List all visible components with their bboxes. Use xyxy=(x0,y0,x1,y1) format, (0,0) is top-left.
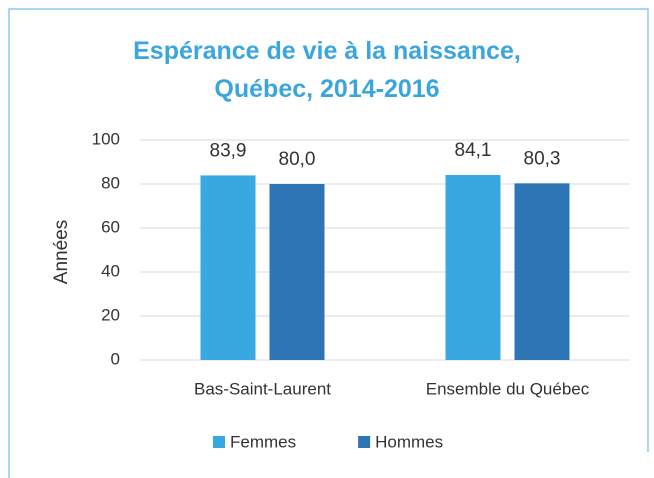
bar xyxy=(269,184,325,360)
legend-label: Hommes xyxy=(375,432,443,451)
frame xyxy=(8,8,649,478)
y-tick-label: 20 xyxy=(101,305,120,324)
x-tick-label: Bas-Saint-Laurent xyxy=(194,379,331,398)
data-label: 80,0 xyxy=(279,149,316,170)
legend-label: Femmes xyxy=(230,432,296,451)
y-tick-label: 100 xyxy=(92,129,120,148)
y-tick-label: 0 xyxy=(111,349,120,368)
bar xyxy=(200,175,256,360)
y-axis-label: Années xyxy=(51,220,72,284)
y-tick-label: 80 xyxy=(101,173,120,192)
bar xyxy=(445,174,501,360)
y-tick-label: 40 xyxy=(101,261,120,280)
legend-swatch xyxy=(213,436,225,448)
x-tick-label: Ensemble du Québec xyxy=(426,379,590,398)
legend-swatch xyxy=(358,436,371,448)
bar xyxy=(514,183,570,360)
chart-title: Espérance de vie à la naissance, Québec,… xyxy=(133,37,521,103)
data-label: 80,3 xyxy=(524,148,561,169)
data-label: 83,9 xyxy=(210,140,247,161)
data-label: 84,1 xyxy=(455,140,492,161)
y-tick-label: 60 xyxy=(101,217,120,236)
